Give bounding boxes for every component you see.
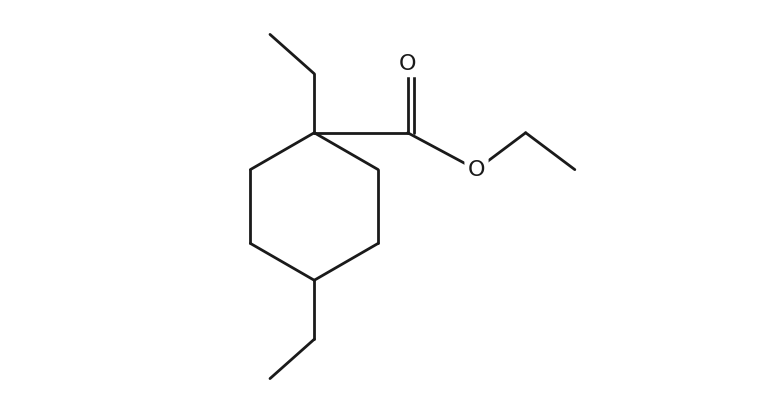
Text: O: O xyxy=(399,54,417,74)
Text: O: O xyxy=(468,160,485,180)
